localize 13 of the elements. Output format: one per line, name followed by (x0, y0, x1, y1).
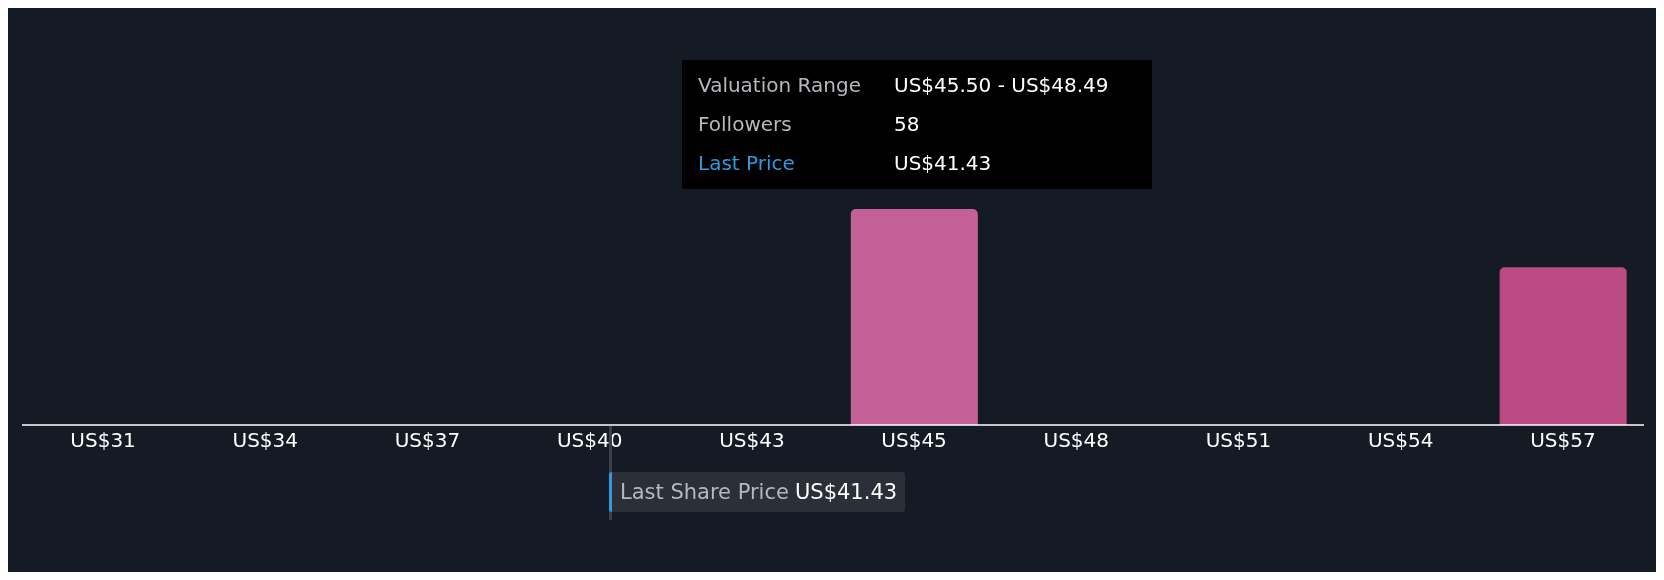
x-tick-label: US$31 (70, 428, 136, 453)
x-tick-label: US$40 (556, 428, 623, 453)
x-tick-label: US$51 (1205, 428, 1272, 453)
x-tick-label: US$45 (881, 428, 947, 453)
x-tick-label: US$57 (1530, 428, 1596, 453)
x-tick-label: US$54 (1367, 428, 1434, 453)
x-tick-label: US$37 (394, 428, 461, 453)
text: US$41.43 (794, 480, 898, 504)
tooltip-panel: Valuation Range US$45.50 - US$48.49 Followers 58 Last Price US$41.43 (682, 60, 1152, 189)
text: Last Share Price (620, 480, 789, 504)
x-tick-label: US$48 (1043, 428, 1110, 453)
x-tick-label: US$43 (719, 428, 785, 453)
x-tick-label: US$34 (232, 428, 299, 453)
